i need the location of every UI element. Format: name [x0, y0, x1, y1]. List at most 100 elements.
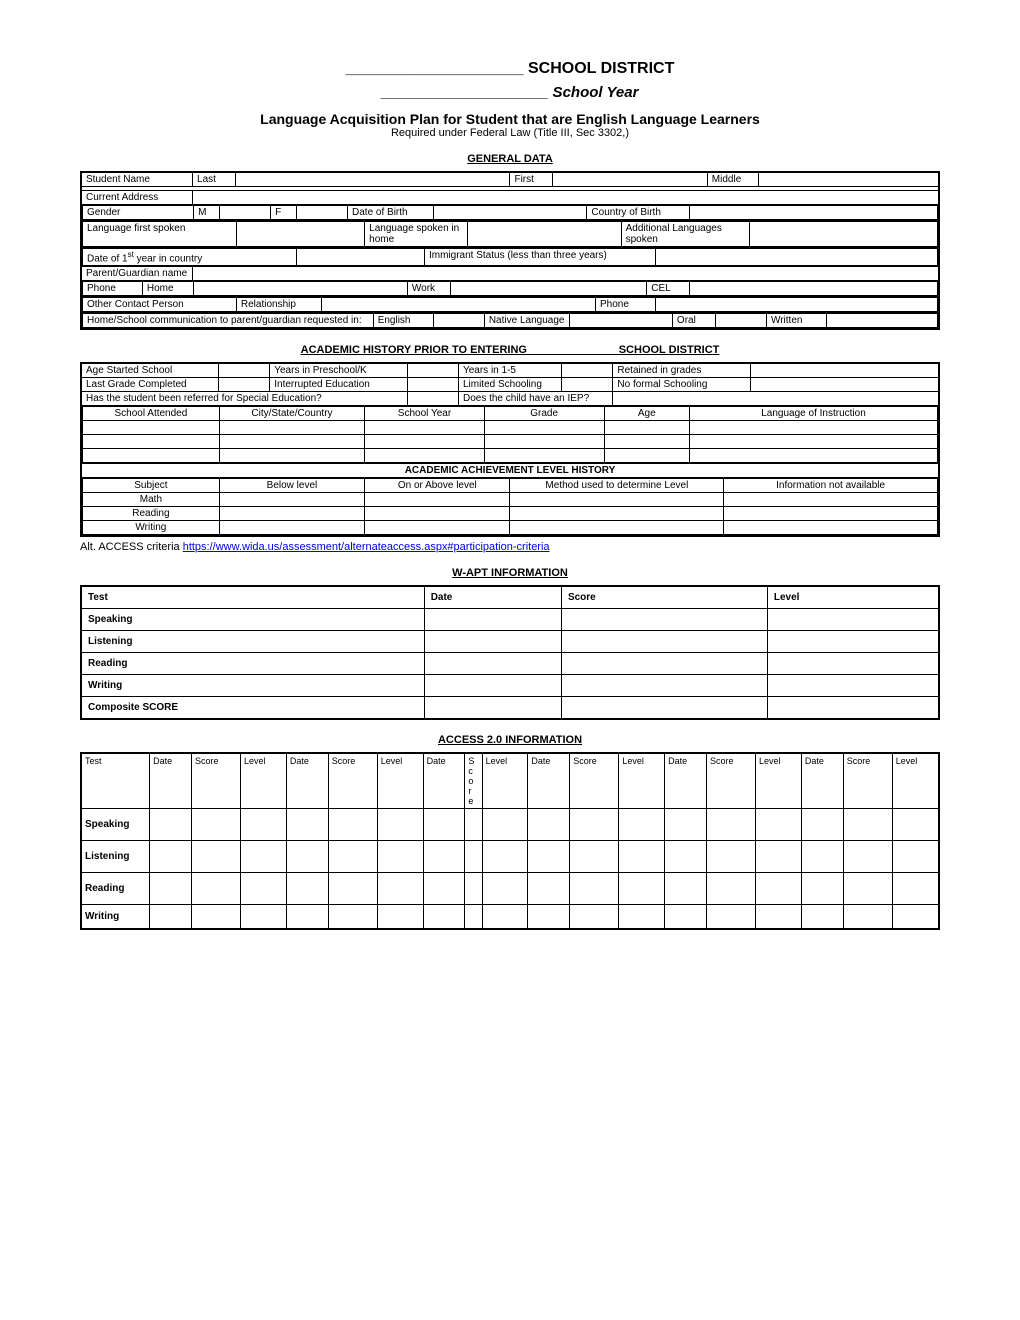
- label-relationship: Relationship: [236, 298, 322, 312]
- input-work-phone[interactable]: [450, 282, 647, 296]
- label-other-contact: Other Contact Person: [83, 298, 237, 312]
- input-last-grade[interactable]: [218, 378, 269, 392]
- label-parent: Parent/Guardian name: [81, 267, 193, 281]
- district-title: ____________________ SCHOOL DISTRICT: [80, 60, 940, 78]
- table-row[interactable]: [83, 421, 220, 435]
- label-work-phone: Work: [407, 282, 450, 296]
- input-written[interactable]: [826, 314, 937, 328]
- col-score: Score: [561, 586, 767, 609]
- input-years15[interactable]: [561, 363, 612, 378]
- col-date: Date: [801, 753, 843, 809]
- academic-history-table: Age Started School Years in Preschool/K …: [80, 362, 940, 537]
- label-cob: Country of Birth: [587, 206, 690, 220]
- input-f[interactable]: [296, 206, 347, 220]
- row-writing: Writing: [83, 521, 220, 535]
- alt-access-line: Alt. ACCESS criteria https://www.wida.us…: [80, 541, 940, 553]
- col-score: Score: [843, 753, 892, 809]
- input-retained[interactable]: [750, 363, 939, 378]
- input-last[interactable]: [235, 172, 510, 187]
- col-test: Test: [81, 586, 424, 609]
- col-score-vertical: Score: [465, 753, 482, 809]
- row-writing: Writing: [81, 675, 424, 697]
- label-years15: Years in 1-5: [458, 363, 561, 378]
- col-level: Level: [756, 753, 802, 809]
- input-years-pre[interactable]: [407, 363, 458, 378]
- label-written: Written: [766, 314, 826, 328]
- col-age: Age: [604, 407, 690, 421]
- input-noformal[interactable]: [750, 378, 939, 392]
- col-test: Test: [81, 753, 150, 809]
- label-noformal: No formal Schooling: [613, 378, 750, 392]
- col-method: Method used to determine Level: [510, 479, 724, 493]
- access-table: Test Date Score Level Date Score Level D…: [80, 752, 940, 930]
- input-immigrant[interactable]: [655, 249, 937, 266]
- label-gender: Gender: [83, 206, 194, 220]
- label-interrupted: Interrupted Education: [270, 378, 407, 392]
- label-native: Native Language: [484, 314, 570, 328]
- required-note: Required under Federal Law (Title III, S…: [80, 127, 940, 139]
- label-first: First: [510, 172, 553, 187]
- input-age-started[interactable]: [218, 363, 269, 378]
- input-interrupted[interactable]: [407, 378, 458, 392]
- input-oral[interactable]: [715, 314, 766, 328]
- label-last: Last: [193, 172, 236, 187]
- form-title: Language Acquisition Plan for Student th…: [80, 111, 940, 127]
- input-english[interactable]: [433, 314, 484, 328]
- col-level: Level: [482, 753, 528, 809]
- col-date: Date: [424, 586, 561, 609]
- label-add-lang: Additional Languages spoken: [621, 222, 749, 247]
- col-onabove: On or Above level: [365, 479, 510, 493]
- row-listening: Listening: [81, 841, 150, 873]
- row-listening: Listening: [81, 631, 424, 653]
- input-cel[interactable]: [690, 282, 938, 296]
- col-score: Score: [706, 753, 755, 809]
- col-grade: Grade: [484, 407, 604, 421]
- table-row[interactable]: [83, 435, 220, 449]
- input-cob[interactable]: [690, 206, 938, 220]
- input-add-lang[interactable]: [749, 222, 937, 247]
- table-row[interactable]: [83, 449, 220, 463]
- label-phone: Phone: [83, 282, 143, 296]
- col-level: Level: [377, 753, 423, 809]
- row-speaking: Speaking: [81, 809, 150, 841]
- row-reading: Reading: [81, 653, 424, 675]
- label-english: English: [373, 314, 433, 328]
- input-sped[interactable]: [407, 392, 458, 406]
- input-first[interactable]: [553, 172, 707, 187]
- input-lang-first[interactable]: [236, 222, 364, 247]
- alt-access-link[interactable]: https://www.wida.us/assessment/alternate…: [183, 541, 550, 553]
- label-current-address: Current Address: [81, 191, 193, 205]
- input-relationship[interactable]: [322, 298, 596, 312]
- label-cel: CEL: [647, 282, 690, 296]
- input-limited[interactable]: [561, 378, 612, 392]
- general-data-table: Student Name Last First Middle Current A…: [80, 171, 940, 330]
- section-general: GENERAL DATA: [80, 153, 940, 165]
- input-home-phone[interactable]: [194, 282, 408, 296]
- row-speaking: Speaking: [81, 609, 424, 631]
- input-middle[interactable]: [759, 172, 939, 187]
- input-date-first-year[interactable]: [296, 249, 424, 266]
- input-lang-home[interactable]: [467, 222, 621, 247]
- col-score: Score: [191, 753, 240, 809]
- label-years-pre: Years in Preschool/K: [270, 363, 407, 378]
- section-achievement: ACADEMIC ACHIEVEMENT LEVEL HISTORY: [81, 464, 939, 478]
- row-writing: Writing: [81, 905, 150, 930]
- col-subject: Subject: [83, 479, 220, 493]
- input-address[interactable]: [193, 191, 939, 205]
- label-comm: Home/School communication to parent/guar…: [83, 314, 374, 328]
- input-phone2[interactable]: [655, 298, 937, 312]
- wapt-table: Test Date Score Level Speaking Listening…: [80, 585, 940, 720]
- col-date: Date: [423, 753, 465, 809]
- label-retained: Retained in grades: [613, 363, 750, 378]
- input-parent[interactable]: [193, 267, 939, 281]
- input-iep[interactable]: [613, 392, 939, 406]
- input-m[interactable]: [219, 206, 270, 220]
- col-school: School Attended: [83, 407, 220, 421]
- col-score: Score: [570, 753, 619, 809]
- label-last-grade: Last Grade Completed: [81, 378, 218, 392]
- label-date-first-year: Date of 1st year in country: [83, 249, 297, 266]
- label-oral: Oral: [672, 314, 715, 328]
- input-dob[interactable]: [433, 206, 587, 220]
- input-native[interactable]: [570, 314, 673, 328]
- row-math: Math: [83, 493, 220, 507]
